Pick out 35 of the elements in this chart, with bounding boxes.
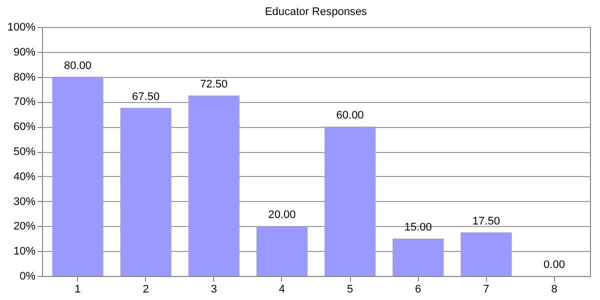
y-tick-label: 30%: [13, 196, 36, 208]
data-label: 67.50: [132, 90, 160, 103]
data-label: 17.50: [472, 215, 500, 228]
y-tick-label: 20%: [13, 220, 36, 233]
y-tick-label: 60%: [13, 121, 36, 134]
y-tick-label: 40%: [13, 170, 36, 183]
y-tick-label: 10%: [13, 246, 36, 258]
bar: [392, 238, 444, 276]
data-label: 20.00: [268, 209, 296, 222]
y-tick-label: 0%: [20, 270, 36, 282]
x-tick-label: 8: [551, 284, 558, 296]
x-tick-label: 4: [278, 284, 286, 296]
y-tick-label: 80%: [13, 71, 36, 84]
data-label: 60.00: [336, 110, 364, 122]
bar: [120, 108, 172, 276]
y-tick-label: 100%: [7, 22, 36, 34]
data-label: 72.50: [200, 78, 228, 90]
data-label: 15.00: [404, 222, 432, 234]
x-tick-label: 6: [415, 284, 422, 296]
x-tick-label: 7: [483, 284, 490, 296]
y-tick-label: 90%: [13, 46, 36, 58]
bar: [188, 95, 240, 276]
bar: [256, 226, 308, 276]
y-tick-label: 50%: [13, 146, 36, 158]
data-label: 0.00: [544, 259, 565, 271]
bar: [52, 76, 104, 276]
x-tick-label: 3: [210, 284, 217, 296]
chart-title: Educator Responses: [264, 6, 368, 18]
bar: [460, 232, 512, 276]
data-label: 80.00: [64, 60, 92, 72]
x-tick-label: 1: [74, 284, 81, 296]
bar: [324, 126, 376, 276]
x-tick-label: 5: [346, 284, 354, 296]
x-tick-label: 2: [142, 284, 149, 296]
y-tick-label: 70%: [13, 96, 36, 108]
